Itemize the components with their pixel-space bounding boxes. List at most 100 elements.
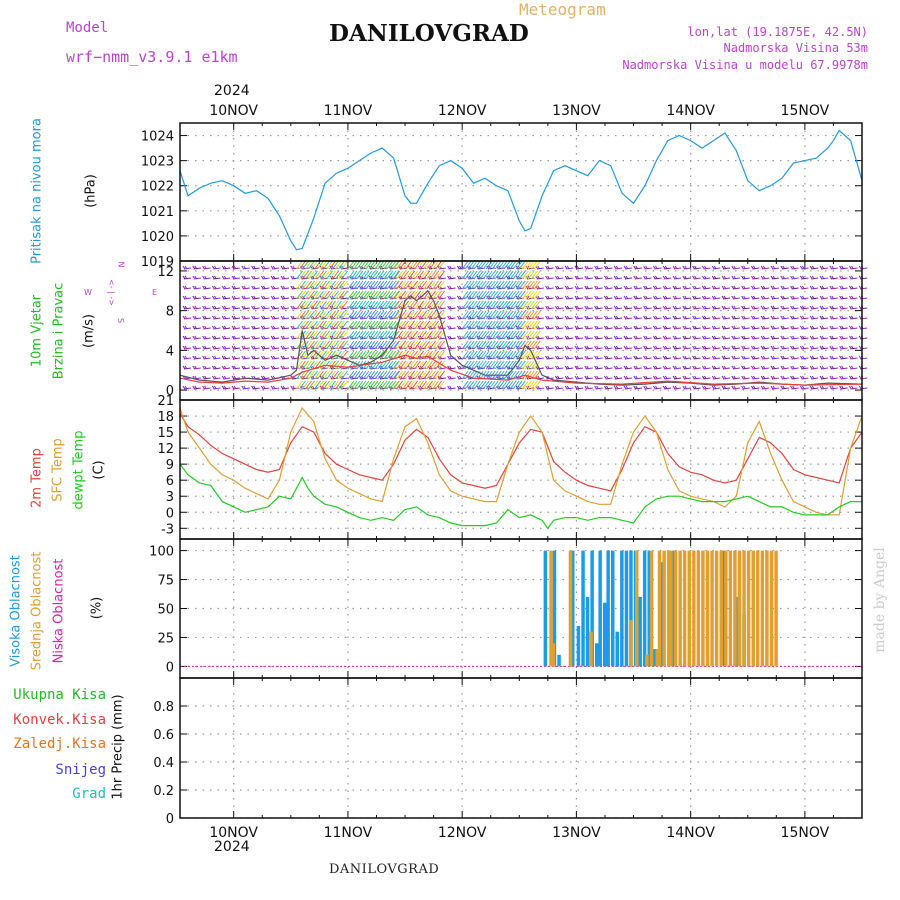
wind-barb-strong bbox=[311, 360, 318, 370]
wind-barb bbox=[231, 355, 241, 360]
temperature-ytick-label: 18 bbox=[157, 410, 174, 425]
cloud-bar bbox=[728, 550, 733, 667]
wind-barb-strong bbox=[515, 350, 523, 360]
wind-barb bbox=[554, 295, 564, 300]
wind-barb-strong bbox=[479, 270, 487, 280]
wind-barb-strong bbox=[317, 310, 324, 320]
wind-barb-strong bbox=[524, 270, 532, 280]
wind-barb bbox=[711, 325, 721, 330]
wind-barb-strong bbox=[353, 320, 361, 330]
wind-barb-strong bbox=[329, 380, 336, 390]
wind-barb-strong bbox=[476, 380, 484, 390]
wind-barb-strong bbox=[476, 320, 484, 330]
wind-barb-strong bbox=[518, 290, 526, 300]
wind-barb-strong bbox=[380, 370, 388, 380]
wind-barb-strong bbox=[435, 270, 443, 280]
wind-barb bbox=[211, 285, 221, 290]
wind-barb-strong bbox=[423, 310, 431, 320]
wind-barbs bbox=[182, 260, 868, 390]
wind-barb bbox=[564, 385, 574, 390]
wind-barb-strong bbox=[392, 340, 400, 350]
wind-barb-strong bbox=[423, 360, 431, 370]
wind-barb-strong bbox=[332, 260, 339, 270]
wind-barb bbox=[809, 315, 819, 320]
compass-icon: N <- | -> W E S bbox=[82, 260, 157, 326]
wind-barb bbox=[721, 265, 731, 270]
wind-barb-strong bbox=[464, 280, 472, 290]
wind-barb bbox=[192, 265, 201, 270]
wind-barb bbox=[584, 275, 593, 280]
wind-barb-strong bbox=[383, 350, 391, 360]
wind-ytick-label: 0 bbox=[166, 384, 174, 399]
wind-barb-strong bbox=[438, 300, 446, 310]
wind-barb bbox=[643, 265, 652, 270]
wind-barb-strong bbox=[500, 330, 508, 340]
wind-barb-strong bbox=[476, 360, 484, 370]
wind-barb-strong bbox=[383, 310, 391, 320]
wind-barb bbox=[603, 335, 613, 340]
wind-barb-strong bbox=[494, 380, 502, 390]
wind-barb-strong bbox=[296, 290, 303, 300]
wind-barb-strong bbox=[509, 350, 517, 360]
wind-barb bbox=[545, 265, 554, 270]
wind-barb-strong bbox=[509, 330, 517, 340]
wind-barb-strong bbox=[488, 300, 496, 310]
wind-barb-strong bbox=[414, 380, 422, 390]
wind-barb-strong bbox=[417, 300, 425, 310]
wind-barb-strong bbox=[435, 350, 443, 360]
wind-barb bbox=[672, 325, 682, 330]
wind-barb-strong bbox=[530, 350, 538, 360]
wind-barb bbox=[554, 345, 564, 350]
wind-barb bbox=[202, 275, 211, 280]
wind-barb-strong bbox=[320, 310, 327, 320]
wind-barb-strong bbox=[470, 360, 478, 370]
cloud-bar bbox=[751, 550, 755, 667]
wind-barb-strong bbox=[530, 340, 538, 350]
wind-barb bbox=[721, 375, 731, 380]
wind-barb-strong bbox=[500, 350, 508, 360]
wind-barb bbox=[270, 285, 280, 290]
wind-barb-strong bbox=[506, 340, 514, 350]
wind-barb-strong bbox=[509, 300, 517, 310]
wind-barb bbox=[584, 305, 593, 310]
wind-barb bbox=[819, 325, 829, 330]
wind-barb-strong bbox=[470, 310, 478, 320]
wind-barb-strong bbox=[393, 360, 401, 370]
compass-e: E bbox=[152, 288, 158, 297]
wind-barb-strong bbox=[473, 270, 481, 280]
wind-barb-strong bbox=[368, 340, 376, 350]
wind-barb bbox=[270, 355, 280, 360]
wind-barb bbox=[682, 345, 691, 350]
wind-barb bbox=[594, 345, 603, 350]
wind-barb-strong bbox=[497, 310, 505, 320]
wind-barb bbox=[613, 325, 623, 330]
wind-barb-strong bbox=[323, 380, 330, 390]
wind-barb-strong bbox=[500, 280, 508, 290]
wind-barb-strong bbox=[524, 260, 532, 270]
wind-barb-strong bbox=[392, 270, 400, 280]
wind-barb-strong bbox=[374, 320, 382, 330]
wind-barb-strong bbox=[488, 340, 496, 350]
wind-barb bbox=[652, 365, 662, 370]
wind-barb-strong bbox=[527, 280, 535, 290]
wind-barb-strong bbox=[347, 350, 355, 360]
wind-barb-strong bbox=[420, 320, 428, 330]
wind-barb bbox=[711, 285, 721, 290]
wind-barb-strong bbox=[482, 320, 490, 330]
wind-barb bbox=[603, 275, 613, 280]
wind-barb bbox=[623, 305, 633, 310]
wind-barb-strong bbox=[497, 280, 505, 290]
wind-barb-strong bbox=[461, 260, 469, 270]
wind-barb-strong bbox=[311, 330, 318, 340]
wind-barb bbox=[790, 375, 799, 380]
wind-barb-strong bbox=[359, 370, 367, 380]
wind-barb bbox=[280, 365, 290, 370]
wind-barb-strong bbox=[314, 300, 321, 310]
wind-barb-strong bbox=[476, 370, 484, 380]
wind-barb-strong bbox=[494, 270, 502, 280]
wind-barb bbox=[545, 295, 554, 300]
precip-ytick-label: 0 bbox=[166, 812, 174, 827]
wind-barb bbox=[231, 365, 241, 370]
wind-barb-strong bbox=[521, 380, 529, 390]
